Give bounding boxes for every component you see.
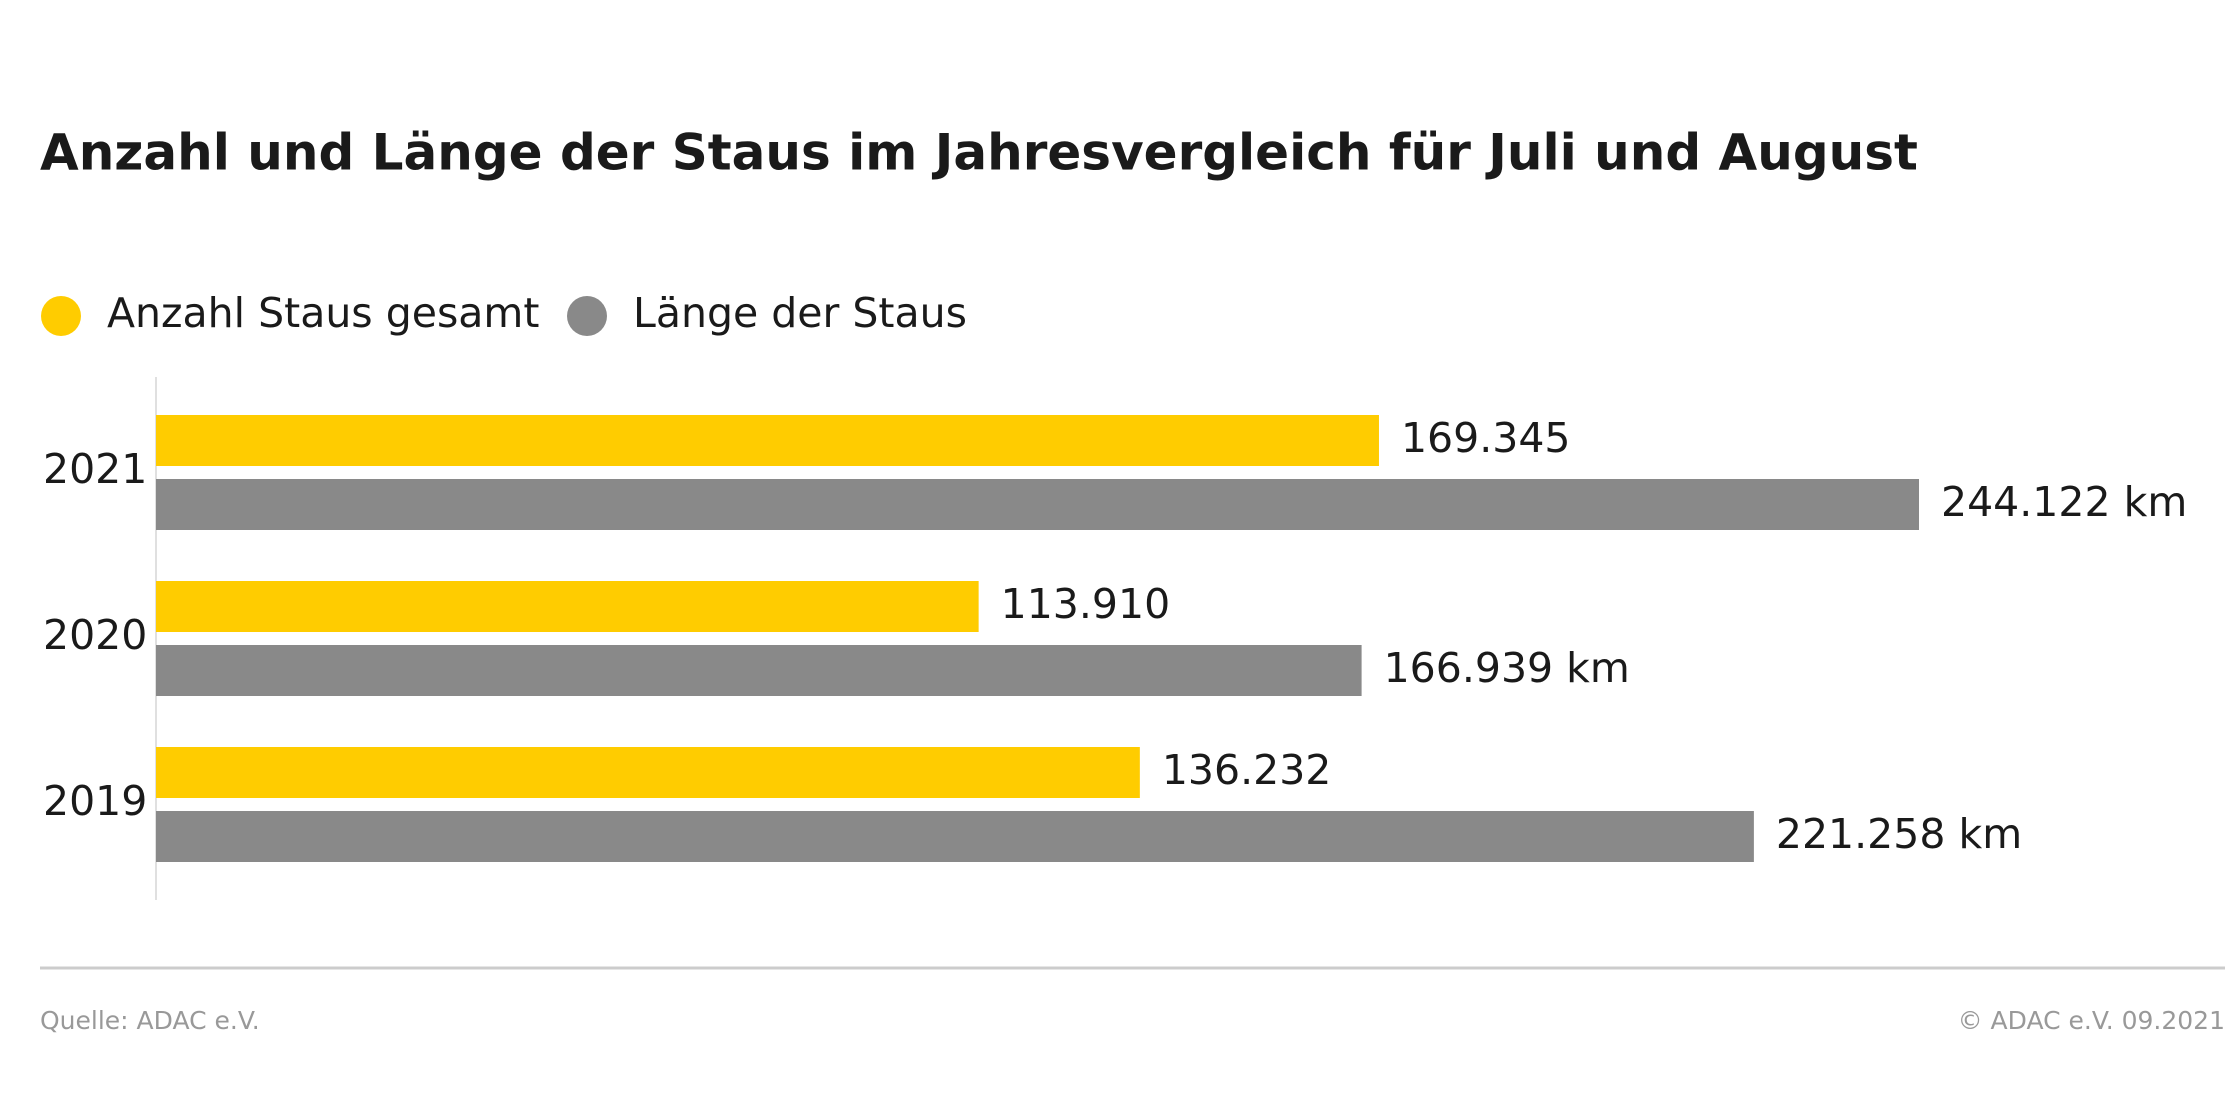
legend-swatch [41, 296, 81, 336]
bar [156, 581, 979, 632]
value-label: 244.122 km [1941, 478, 2187, 526]
legend-label: Anzahl Staus gesamt [107, 289, 539, 337]
value-label: 221.258 km [1776, 810, 2022, 858]
bar [156, 479, 1919, 530]
legend-swatch [567, 296, 607, 336]
legend-label: Länge der Staus [633, 289, 967, 337]
value-label: 136.232 [1162, 746, 1332, 794]
chart-title: Anzahl und Länge der Staus im Jahresverg… [40, 124, 1918, 182]
value-label: 113.910 [1001, 580, 1171, 628]
y-tick-label: 2019 [43, 777, 147, 825]
source: Quelle: ADAC e.V. [40, 1006, 260, 1035]
y-tick-label: 2020 [43, 611, 147, 659]
value-label: 169.345 [1401, 414, 1571, 462]
y-tick-label: 2021 [43, 445, 147, 493]
value-label: 166.939 km [1384, 644, 1630, 692]
bar [156, 645, 1362, 696]
bar [156, 811, 1754, 862]
bar [156, 415, 1379, 466]
bar [156, 747, 1140, 798]
copyright: © ADAC e.V. 09.2021 [1958, 1006, 2225, 1035]
